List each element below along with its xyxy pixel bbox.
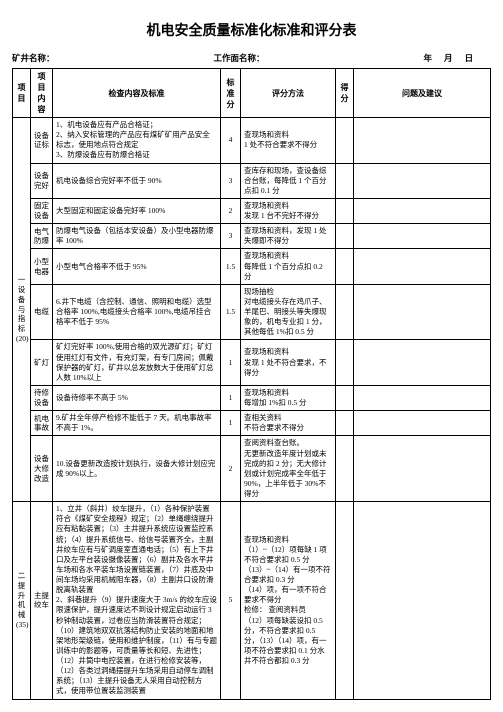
table-row: 设备大修改造 10.设备更新改造按计划执行，设备大修计划应完成 90%以上。 2… xyxy=(13,436,491,502)
score-cell xyxy=(336,502,354,699)
item-label: 矿灯 xyxy=(31,340,53,386)
std-score: 1 xyxy=(221,340,241,386)
method: 现场抽检对电缆接头存在鸡爪子、羊尾巴、明接头等失爆现象的，机电专业扣 1 分，其… xyxy=(241,284,336,340)
method: 查现场和资料1 处不符合要求不得分 xyxy=(241,118,336,164)
issue-cell xyxy=(354,118,491,164)
std-score: 1 xyxy=(221,411,241,436)
issue-cell xyxy=(354,284,491,340)
std-score: 2 xyxy=(221,436,241,502)
check-content: 小型电气合格率不低于 95% xyxy=(53,249,221,284)
method: 查现场和资料（1）~（12）项每缺 1 项不符合要求扣 0.5 分（13）~（1… xyxy=(241,502,336,699)
score-cell xyxy=(336,436,354,502)
method: 查阅资料查台账。无更新改造年度计划或未完成的扣 2 分；无大修计划或计划完成率全… xyxy=(241,436,336,502)
issue-cell xyxy=(354,249,491,284)
score-cell xyxy=(336,249,354,284)
score-table: 项目 项目内容 检查内容及标准 标准分 评分方法 得分 问题及建议 一设备与指标… xyxy=(12,68,491,700)
check-content: 设备待修率不高于 5% xyxy=(53,385,221,410)
page-title: 机电安全质量标准化标准和评分表 xyxy=(12,20,491,40)
table-row: 固定设备 大型固定和固定设备完好率 100% 2 查现场和资料发现 1 台不完好… xyxy=(13,198,491,223)
issue-cell xyxy=(354,224,491,249)
col-score: 得分 xyxy=(336,69,354,118)
std-score: 4 xyxy=(221,118,241,164)
table-row: 电缆 6.井下电缆（含控制、通信、照明和电缆）选型合格率 100%,电缆接头合格… xyxy=(13,284,491,340)
issue-cell xyxy=(354,340,491,386)
item-label: 电气防爆 xyxy=(31,224,53,249)
item-label: 机电事故 xyxy=(31,411,53,436)
header-row: 矿井名称： 工作面名称： 年 月 日 xyxy=(12,52,491,64)
score-cell xyxy=(336,163,354,198)
score-cell xyxy=(336,198,354,223)
issue-cell xyxy=(354,198,491,223)
col-project: 项目 xyxy=(13,69,31,118)
item-label: 设备完好 xyxy=(31,163,53,198)
item-label: 待修设备 xyxy=(31,385,53,410)
std-score: 2 xyxy=(221,198,241,223)
std-score: 3 xyxy=(221,224,241,249)
col-item-content: 项目内容 xyxy=(31,69,53,118)
issue-cell xyxy=(354,385,491,410)
issue-cell xyxy=(354,411,491,436)
check-content: 6.井下电缆（含控制、通信、照明和电缆）选型合格率 100%,电缆接头合格率 1… xyxy=(53,284,221,340)
std-score: 5 xyxy=(221,502,241,699)
method: 查现场和资料发现 1 台不完好不得分 xyxy=(241,198,336,223)
std-score: 1.5 xyxy=(221,284,241,340)
method: 查现场和资料，发现 1 处失爆即不得分 xyxy=(241,224,336,249)
check-content: 机电设备综合完好率不低于 90% xyxy=(53,163,221,198)
item-label: 电缆 xyxy=(31,284,53,340)
col-check-content: 检查内容及标准 xyxy=(53,69,221,118)
table-row: 小型电器 小型电气合格率不低于 95% 1.5 查现场和资料每降低 1 个百分点… xyxy=(13,249,491,284)
label-face-name: 工作面名称： xyxy=(214,52,265,64)
method: 查相关资料不符合要求不得分 xyxy=(241,411,336,436)
std-score: 1 xyxy=(221,385,241,410)
check-content: 1、机电设备应有产品合格证；2、纳入安标管理的产品应有煤矿矿用产品安全标志，使用… xyxy=(53,118,221,164)
check-content: 防爆电气设备（包括本安设备）及小型电器防爆率 100% xyxy=(53,224,221,249)
std-score: 3 xyxy=(221,163,241,198)
item-label: 小型电器 xyxy=(31,249,53,284)
col-std-score: 标准分 xyxy=(221,69,241,118)
label-day: 日 xyxy=(465,52,474,64)
score-cell xyxy=(336,411,354,436)
label-mine-name: 矿井名称： xyxy=(12,52,55,64)
category-2: 二提升机械(35) xyxy=(13,502,31,699)
item-label: 设备证标 xyxy=(31,118,53,164)
category-1: 一设备与指标(20) xyxy=(13,118,31,502)
col-issue: 问题及建议 xyxy=(354,69,491,118)
issue-cell xyxy=(354,163,491,198)
item-label: 设备大修改造 xyxy=(31,436,53,502)
label-month: 月 xyxy=(444,52,453,64)
table-row: 待修设备 设备待修率不高于 5% 1 查现场和资料每增加 1%扣 0.5 分 xyxy=(13,385,491,410)
item-label: 主提绞车 xyxy=(31,502,53,699)
method: 查库存和现场，查设备综合台账，每降低 1 个百分点扣 0.1 分 xyxy=(241,163,336,198)
table-header-row: 项目 项目内容 检查内容及标准 标准分 评分方法 得分 问题及建议 xyxy=(13,69,491,118)
check-content: 9.矿井全年停产检修不能低于 7 天。机电事故率不高于 1%。 xyxy=(53,411,221,436)
check-content: 大型固定和固定设备完好率 100% xyxy=(53,198,221,223)
score-cell xyxy=(336,118,354,164)
check-content: 1、立井（斜井）绞车提升，（1）各种保护装置符合《煤矿安全规程》规定；（2）单绳… xyxy=(53,502,221,699)
table-row: 一设备与指标(20) 设备证标 1、机电设备应有产品合格证；2、纳入安标管理的产… xyxy=(13,118,491,164)
check-content: 矿灯完好率 100%,使用合格的双光源矿灯；矿灯使用红灯有文件，有充灯架，有专门… xyxy=(53,340,221,386)
method: 查现场和资料每降低 1 个百分点扣 0.2 分 xyxy=(241,249,336,284)
score-cell xyxy=(336,224,354,249)
table-row: 设备完好 机电设备综合完好率不低于 90% 3 查库存和现场，查设备综合台账，每… xyxy=(13,163,491,198)
col-method: 评分方法 xyxy=(241,69,336,118)
score-cell xyxy=(336,284,354,340)
table-row: 电气防爆 防爆电气设备（包括本安设备）及小型电器防爆率 100% 3 查现场和资… xyxy=(13,224,491,249)
issue-cell xyxy=(354,436,491,502)
check-content: 10.设备更新改造按计划执行，设备大修计划应完成 90%以上。 xyxy=(53,436,221,502)
method: 查现场和资料发现 1 处不符合要求，不得分 xyxy=(241,340,336,386)
table-row: 二提升机械(35) 主提绞车 1、立井（斜井）绞车提升，（1）各种保护装置符合《… xyxy=(13,502,491,699)
item-label: 固定设备 xyxy=(31,198,53,223)
table-row: 机电事故 9.矿井全年停产检修不能低于 7 天。机电事故率不高于 1%。 1 查… xyxy=(13,411,491,436)
score-cell xyxy=(336,340,354,386)
issue-cell xyxy=(354,502,491,699)
std-score: 1.5 xyxy=(221,249,241,284)
table-row: 矿灯 矿灯完好率 100%,使用合格的双光源矿灯；矿灯使用红灯有文件，有充灯架，… xyxy=(13,340,491,386)
label-year: 年 xyxy=(424,52,433,64)
score-cell xyxy=(336,385,354,410)
method: 查现场和资料每增加 1%扣 0.5 分 xyxy=(241,385,336,410)
